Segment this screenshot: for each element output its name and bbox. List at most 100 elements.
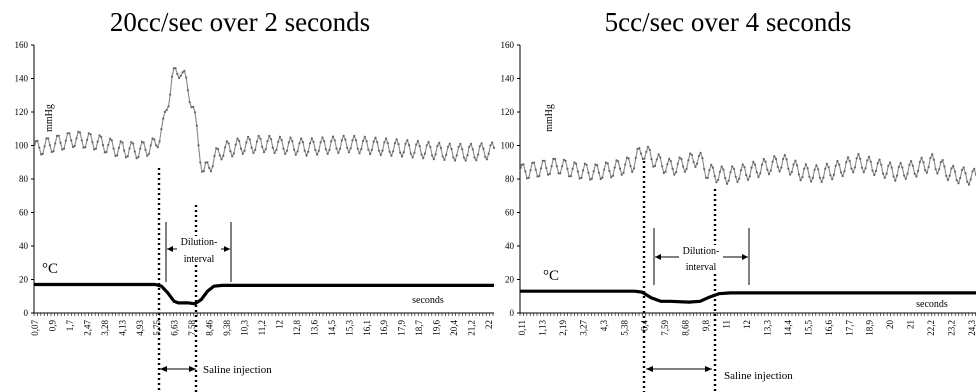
x-tick-label: 16,1 (362, 320, 372, 336)
y-tick-label: 120 (501, 107, 515, 117)
pressure-point (420, 153, 423, 156)
x-tick-label: 12 (274, 320, 284, 329)
dilution-interval-label: Dilution-interval (181, 237, 218, 265)
pressure-point (208, 166, 211, 169)
pressure-point (734, 175, 737, 178)
pressure-point (885, 172, 888, 175)
pressure-point (829, 174, 832, 177)
x-tick-label: 4,3 (599, 320, 609, 332)
pressure-point (91, 141, 94, 144)
pressure-point (128, 147, 131, 150)
pressure-point (462, 156, 465, 159)
pressure-point (760, 163, 764, 166)
pressure-point (379, 153, 382, 156)
pressure-point (484, 155, 487, 158)
pressure-point (287, 141, 290, 144)
pressure-point (443, 158, 446, 161)
pressure-point (480, 142, 483, 145)
x-tick-label: 3,27 (578, 320, 588, 336)
pressure-point (215, 147, 218, 150)
pressure-point (813, 168, 816, 171)
pressure-point (731, 165, 734, 168)
pressure-point (418, 145, 421, 148)
pressure-point (478, 145, 481, 148)
pressure-point (174, 67, 177, 70)
pressure-point (416, 140, 419, 143)
pressure-point (323, 140, 326, 143)
pressure-point (547, 173, 550, 176)
pressure-point (653, 164, 657, 168)
pressure-point (43, 145, 46, 148)
chart-title: 20cc/sec over 2 seconds (110, 7, 370, 37)
pressure-point (843, 170, 846, 173)
x-tick-label: 0,11 (517, 320, 527, 335)
saline-arrow-head-right (189, 366, 196, 372)
pressure-point (929, 156, 932, 160)
pressure-point (801, 176, 804, 179)
pressure-point (408, 144, 411, 147)
x-tick-label: 2,47 (82, 320, 92, 336)
pressure-point (525, 177, 529, 180)
pressure-series-points (32, 67, 496, 173)
pressure-point (759, 172, 762, 175)
pressure-point (808, 175, 811, 178)
pressure-point (715, 181, 718, 184)
pressure-point (149, 144, 152, 147)
saline-arrow-head-left (160, 366, 167, 372)
pressure-point (227, 142, 230, 145)
pressure-point (689, 152, 692, 155)
pressure-point (532, 161, 536, 164)
pressure-point (706, 176, 709, 180)
pressure-point (381, 149, 384, 152)
pressure-point (388, 150, 391, 153)
pressure-point (701, 157, 704, 160)
x-axis-label: seconds (916, 299, 948, 310)
pressure-point (631, 170, 634, 173)
y-axis-label: mmHg (44, 104, 55, 132)
pressure-point (697, 154, 701, 157)
pressure-point (696, 162, 699, 165)
pressure-point (434, 153, 437, 156)
pressure-point (880, 163, 883, 166)
pressure-point (73, 144, 76, 148)
pressure-point (163, 110, 166, 113)
pressure-point (824, 167, 827, 170)
pressure-point (308, 142, 312, 145)
pressure-point (436, 144, 439, 148)
pressure-point (353, 134, 356, 138)
pressure-point (713, 175, 716, 178)
pressure-point (676, 162, 679, 165)
y-tick-label: 20 (19, 275, 29, 285)
pressure-point (687, 159, 690, 162)
pressure-point (724, 177, 727, 180)
pressure-point (559, 172, 562, 175)
pressure-point (967, 183, 971, 186)
pressure-point (617, 160, 620, 163)
pressure-point (231, 155, 234, 158)
pressure-point (973, 167, 976, 170)
pressure-point (836, 159, 839, 163)
pressure-point (342, 134, 345, 137)
pressure-point (766, 168, 769, 171)
pressure-point (638, 147, 641, 150)
pressure-point (946, 178, 950, 182)
pressure-point (948, 174, 951, 177)
pressure-point (192, 105, 195, 108)
pressure-point (390, 154, 393, 157)
pressure-point (620, 173, 623, 176)
pressure-point (86, 138, 89, 141)
pressure-point (966, 180, 969, 183)
pressure-point (718, 170, 722, 173)
pressure-point (932, 158, 936, 161)
pressure-point (402, 151, 405, 154)
pressure-point (732, 167, 736, 170)
pressure-point (659, 156, 662, 159)
pressure-point (573, 161, 576, 164)
pressure-point (583, 162, 587, 165)
pressure-point (239, 147, 243, 150)
pressure-point (850, 167, 853, 170)
pressure-point (927, 165, 930, 169)
pressure-point (248, 138, 251, 141)
pressure-point (881, 172, 885, 175)
pressure-point (590, 177, 594, 180)
